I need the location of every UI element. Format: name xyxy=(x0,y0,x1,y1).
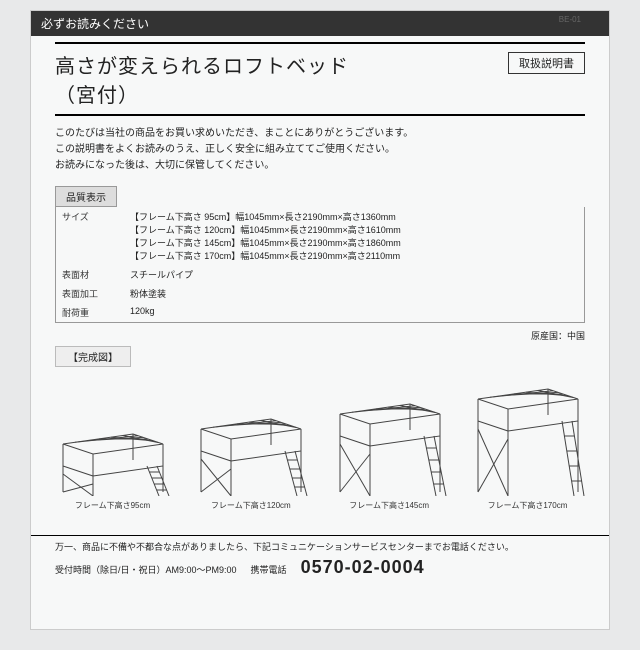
finish-heading: 【完成図】 xyxy=(55,346,131,367)
thanks-l3: お読みになった後は、大切に保管してください。 xyxy=(55,158,585,174)
spec-val: 【フレーム下高さ 95cm】幅1045mm×長さ2190mm×高さ1360mm【… xyxy=(124,207,585,265)
bed-caption: フレーム下高さ120cm xyxy=(211,500,291,511)
footer-notice: 万一、商品に不備や不都合な点がありましたら、下記コミュニケーションサービスセンタ… xyxy=(55,540,585,553)
spec-val: 120kg xyxy=(124,303,585,323)
title-line2: （宮付） xyxy=(55,79,349,108)
spec-key: 表面材 xyxy=(56,265,125,284)
bed-diagram: フレーム下高さ95cm xyxy=(55,426,170,511)
thanks-block: このたびは当社の商品をお買い求めいただき、まことにありがとうございます。 この説… xyxy=(55,126,585,174)
bed-diagram: フレーム下高さ170cm xyxy=(470,381,585,511)
thanks-l2: この説明書をよくお読みのうえ、正しく安全に組み立ててご使用ください。 xyxy=(55,142,585,158)
bed-diagram: フレーム下高さ145cm xyxy=(332,396,447,511)
spec-table: サイズ【フレーム下高さ 95cm】幅1045mm×長さ2190mm×高さ1360… xyxy=(55,207,585,323)
spec-val: スチールパイプ xyxy=(124,265,585,284)
tel-label: 携帯電話 xyxy=(251,563,287,576)
spec-key: 耐荷重 xyxy=(56,303,125,323)
product-code: BE-01 xyxy=(559,15,581,24)
origin: 原産国：中国 xyxy=(55,329,585,342)
diagrams-row: フレーム下高さ95cm フレーム下高さ120cm フレーム下高さ145cm フレーム下… xyxy=(55,381,585,511)
manual-page: BE-01 必ずお読みください 高さが変えられるロフトベッド （宮付） 取扱説明… xyxy=(30,10,610,630)
bed-diagram: フレーム下高さ120cm xyxy=(193,411,308,511)
spec-key: 表面加工 xyxy=(56,284,125,303)
title-line1: 高さが変えられるロフトベッド xyxy=(55,50,349,79)
tel-number: 0570-02-0004 xyxy=(301,557,425,578)
footer-hours: 受付時間（除日/日・祝日）AM9:00～PM9:00 xyxy=(55,563,237,576)
spec-key: サイズ xyxy=(56,207,125,265)
spec-heading: 品質表示 xyxy=(55,186,117,207)
thanks-l1: このたびは当社の商品をお買い求めいただき、まことにありがとうございます。 xyxy=(55,126,585,142)
bed-caption: フレーム下高さ145cm xyxy=(349,500,429,511)
bed-caption: フレーム下高さ170cm xyxy=(488,500,568,511)
notice-bar: 必ずお読みください xyxy=(31,11,609,36)
bed-caption: フレーム下高さ95cm xyxy=(75,500,150,511)
footer: 万一、商品に不備や不都合な点がありましたら、下記コミュニケーションサービスセンタ… xyxy=(31,535,609,578)
title-row: 高さが変えられるロフトベッド （宮付） 取扱説明書 xyxy=(55,42,585,116)
spec-val: 粉体塗装 xyxy=(124,284,585,303)
manual-label: 取扱説明書 xyxy=(508,52,585,74)
